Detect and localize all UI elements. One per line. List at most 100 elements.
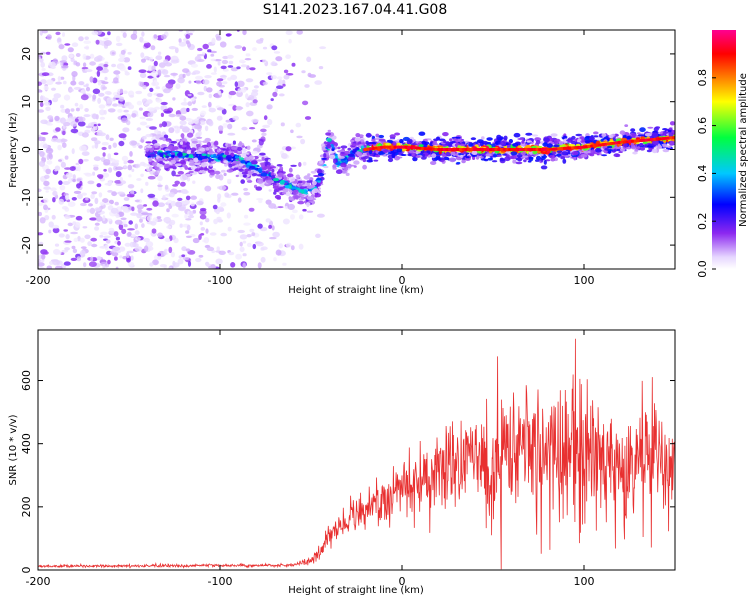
noise-blob: [113, 70, 121, 75]
noise-blob: [140, 216, 147, 220]
noise-blob: [275, 249, 282, 256]
ridge-blob: [214, 140, 219, 145]
ridge-blob: [614, 146, 622, 150]
ridge-blob: [284, 185, 291, 189]
noise-blob: [218, 125, 224, 132]
noise-blob: [136, 142, 140, 147]
noise-blob: [129, 241, 134, 248]
noise-blob: [120, 49, 126, 55]
noise-blob: [236, 80, 245, 88]
noise-blob: [92, 88, 101, 95]
noise-blob: [128, 174, 132, 178]
noise-blob: [93, 124, 97, 127]
noise-blob: [157, 253, 162, 257]
ridge-blob: [352, 148, 357, 153]
ridge-blob: [412, 156, 418, 162]
ridge-blob: [639, 147, 646, 151]
ridge-blob: [216, 149, 221, 153]
noise-blob: [239, 246, 245, 252]
ridge-blob: [387, 139, 393, 143]
ridge-blob: [171, 154, 175, 158]
noise-blob: [302, 161, 307, 166]
noise-blob: [96, 55, 103, 59]
noise-blob: [85, 83, 89, 86]
noise-blob: [182, 73, 186, 78]
noise-blob: [127, 159, 134, 164]
noise-blob: [262, 124, 270, 128]
noise-blob: [103, 235, 111, 239]
noise-blob: [136, 204, 144, 210]
noise-blob: [168, 266, 173, 269]
noise-blob: [75, 162, 80, 166]
ridge-blob: [301, 197, 305, 200]
noise-blob: [107, 259, 111, 265]
noise-blob: [82, 62, 87, 68]
noise-blob: [113, 77, 119, 84]
ridge-blob: [226, 169, 234, 173]
noise-blob: [89, 53, 95, 59]
noise-blob: [185, 230, 190, 234]
ridge-blob: [496, 134, 502, 140]
noise-blob: [134, 230, 140, 235]
noise-blob: [206, 246, 215, 252]
noise-blob: [125, 252, 130, 259]
ridge-blob: [468, 143, 476, 147]
noise-blob: [201, 105, 207, 108]
ridge-blob: [349, 157, 356, 160]
noise-blob: [88, 261, 97, 268]
noise-blob: [94, 140, 101, 145]
noise-blob: [130, 140, 138, 146]
ridge-blob: [481, 136, 485, 140]
noise-blob: [94, 226, 100, 231]
snr-frame: [37, 329, 676, 571]
noise-blob: [191, 107, 198, 111]
noise-blob: [70, 231, 78, 235]
noise-blob: [141, 223, 145, 229]
noise-blob: [271, 45, 278, 51]
noise-blob: [257, 262, 262, 269]
noise-blob: [123, 224, 128, 228]
noise-blob: [163, 74, 171, 78]
noise-blob: [222, 55, 229, 60]
snr-y-ticks: 0 200 400 600: [20, 370, 675, 574]
noise-blob: [280, 122, 285, 127]
noise-blob: [155, 55, 163, 61]
spectrogram-y-label: Frequency (Hz): [8, 112, 19, 188]
noise-blob: [147, 65, 153, 72]
ridge-blob: [274, 194, 281, 199]
noise-blob: [107, 31, 111, 36]
noise-blob: [168, 192, 175, 198]
ridge-blob: [276, 164, 283, 167]
ridge-blob: [305, 202, 311, 206]
noise-blob: [242, 253, 247, 257]
noise-blob: [166, 225, 172, 229]
noise-blob: [180, 188, 188, 194]
noise-blob: [38, 81, 42, 86]
noise-blob: [57, 144, 62, 151]
ridge-blob: [347, 153, 355, 157]
noise-blob: [266, 104, 273, 110]
ridge-blob: [445, 151, 451, 157]
ridge-blob: [199, 167, 204, 171]
ridge-blob: [471, 154, 478, 157]
ridge-blob: [234, 164, 240, 167]
noise-blob: [177, 170, 184, 175]
noise-blob: [46, 34, 52, 40]
noise-blob: [145, 118, 154, 121]
noise-blob: [143, 55, 150, 61]
noise-blob: [249, 127, 256, 130]
noise-blob: [290, 245, 295, 251]
noise-blob: [109, 50, 117, 56]
noise-blob: [58, 233, 65, 238]
ridge-blob: [440, 157, 445, 160]
noise-blob: [157, 69, 162, 76]
ridge-blob: [558, 140, 564, 146]
noise-blob: [70, 58, 75, 62]
ridge-blob: [266, 164, 271, 170]
ridge-blob: [453, 138, 459, 141]
ridge-blob: [392, 141, 397, 147]
noise-blob: [103, 63, 109, 68]
ridge-blob: [281, 192, 287, 195]
ridge-blob: [212, 146, 218, 150]
noise-blob: [72, 179, 76, 183]
